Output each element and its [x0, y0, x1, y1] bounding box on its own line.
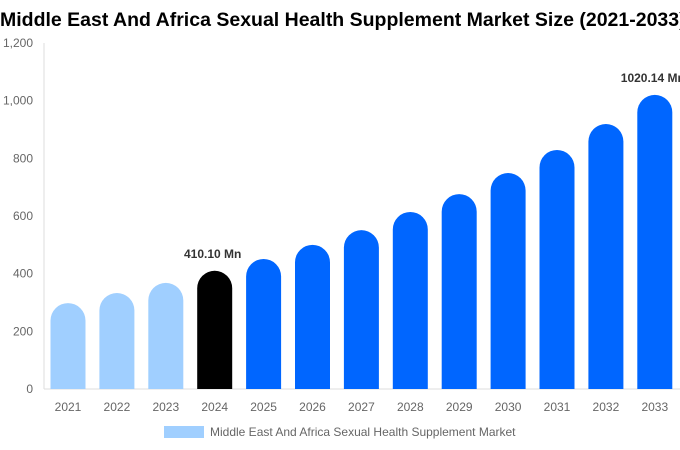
bar-2023 — [148, 282, 184, 389]
y-tick-label: 600 — [13, 209, 33, 223]
y-tick-label: 0 — [26, 382, 33, 396]
y-tick-label: 400 — [13, 267, 33, 281]
x-tick-label: 2025 — [250, 400, 277, 414]
legend: Middle East And Africa Sexual Health Sup… — [164, 425, 516, 439]
bar-2026 — [295, 244, 330, 389]
x-tick-label: 2023 — [152, 400, 179, 414]
x-tick-label: 2027 — [348, 400, 375, 414]
bar-2031 — [539, 149, 575, 389]
x-tick-label: 2029 — [446, 400, 473, 414]
x-tick-label: 2026 — [299, 400, 326, 414]
legend-label: Middle East And Africa Sexual Health Sup… — [210, 425, 516, 439]
bar-2021 — [50, 303, 86, 389]
bar-2029 — [441, 194, 477, 389]
x-tick-label: 2030 — [495, 400, 522, 414]
y-tick-label: 1,000 — [3, 94, 33, 108]
bar-2025 — [246, 258, 282, 389]
data-label: 1020.14 Mn — [621, 71, 680, 85]
bar-2028 — [392, 211, 428, 389]
x-tick-label: 2031 — [544, 400, 571, 414]
x-tick-label: 2021 — [55, 400, 82, 414]
legend-swatch — [164, 426, 204, 438]
data-label: 410.10 Mn — [184, 247, 241, 261]
bar-2032 — [588, 124, 624, 389]
bar-2030 — [490, 173, 526, 389]
bar-2022 — [99, 292, 135, 389]
bar-2033 — [637, 94, 673, 390]
x-tick-label: 2024 — [201, 400, 228, 414]
y-tick-label: 800 — [13, 151, 33, 165]
x-tick-label: 2033 — [641, 400, 668, 414]
y-tick-label: 200 — [13, 324, 33, 338]
y-tick-label: 1,200 — [3, 36, 33, 50]
chart-title: Middle East And Africa Sexual Health Sup… — [0, 9, 680, 31]
x-tick-label: 2022 — [104, 400, 131, 414]
x-tick-label: 2028 — [397, 400, 424, 414]
x-tick-label: 2032 — [593, 400, 620, 414]
bar-2027 — [343, 230, 379, 389]
bar-2024 — [197, 270, 233, 389]
